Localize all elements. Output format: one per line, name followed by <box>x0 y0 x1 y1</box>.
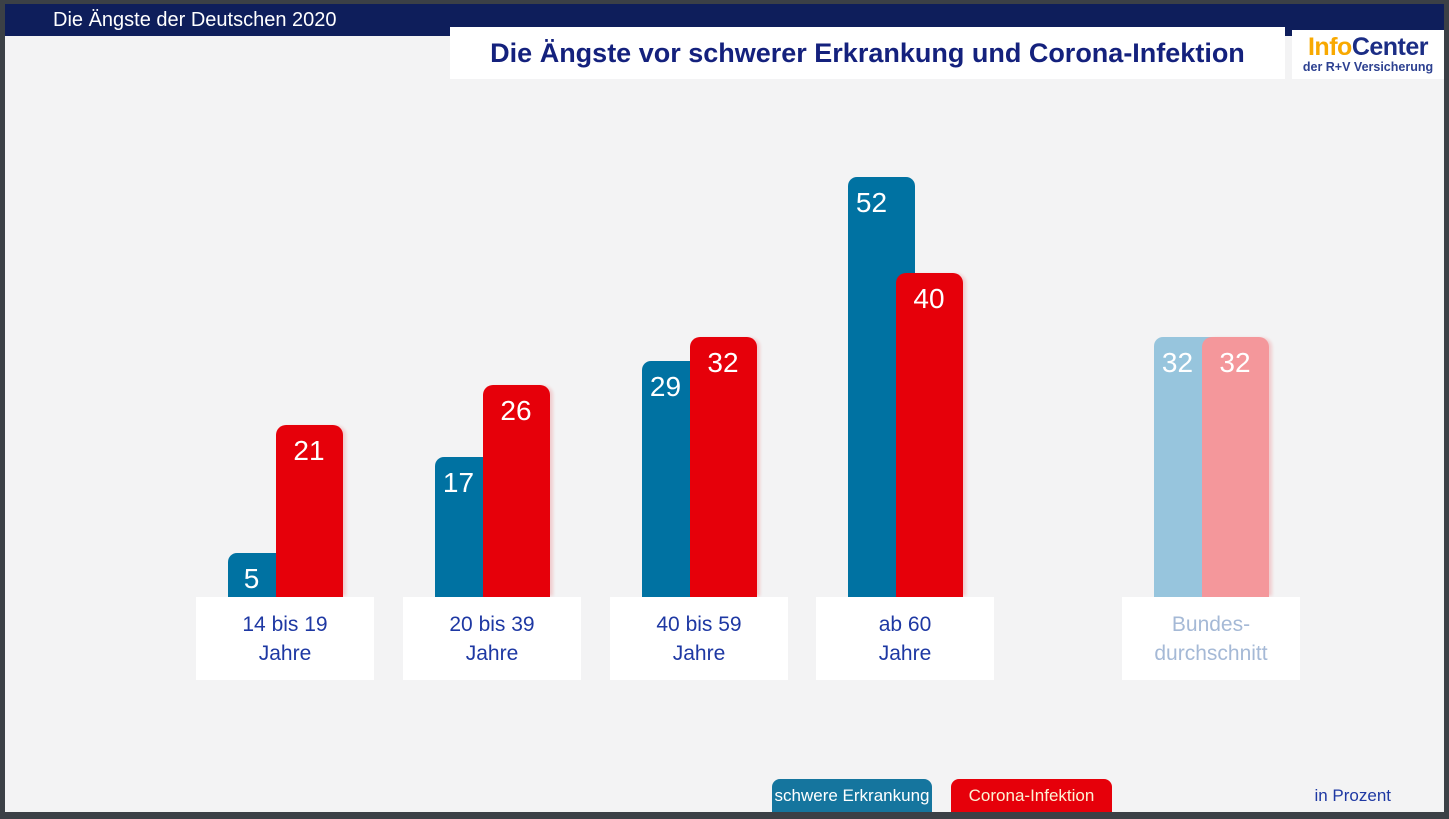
slide-title: Die Ängste der Deutschen 2020 <box>53 9 337 31</box>
bar-corona-infektion: 32 <box>689 337 757 597</box>
logo-center-text: Center <box>1351 32 1429 61</box>
category-label: Jahre <box>465 642 519 665</box>
bar-corona-infektion: 26 <box>482 385 550 597</box>
category-label: Jahre <box>672 642 726 665</box>
infocenter-logo: InfoCenter der R+V Versicherung <box>1292 30 1444 79</box>
logo-subline: der R+V Versicherung <box>1302 59 1434 74</box>
category-label-box: 40 bis 59 Jahre <box>610 597 788 680</box>
bar-value-label: 32 <box>707 347 739 378</box>
category-label: 14 bis 19 <box>242 613 328 636</box>
bar-corona-infektion: 40 <box>895 273 963 597</box>
chart-title-box: Die Ängste vor schwerer Erkrankung und C… <box>450 27 1285 79</box>
logo-wordmark: InfoCenter <box>1307 32 1429 61</box>
category-label-box: 20 bis 39 Jahre <box>403 597 581 680</box>
bar-corona-infektion: 32 <box>1201 337 1269 597</box>
category-label: durchschnitt <box>1154 642 1268 665</box>
category-label: 20 bis 39 <box>449 613 535 636</box>
category-label-box: Bundes-durchschnitt <box>1122 597 1300 680</box>
unit-label: in Prozent <box>1314 786 1391 805</box>
legend-item-schwere-erkrankung: schwere Erkrankung <box>772 779 932 812</box>
bar-corona-infektion: 21 <box>275 425 343 597</box>
category-label-box: ab 60 Jahre <box>816 597 994 680</box>
plot-area: 5 21 14 bis 19 Jahre 17 26 20 bis 39 Jahre 29 32 4… <box>5 4 1444 812</box>
category-label: Jahre <box>258 642 312 665</box>
bar-value-label: 5 <box>243 563 260 594</box>
chart-title: Die Ängste vor schwerer Erkrankung und C… <box>490 37 1245 68</box>
category-label: 40 bis 59 <box>656 613 742 636</box>
category-label-box: 14 bis 19 Jahre <box>196 597 374 680</box>
bar-value-label: 52 <box>855 187 888 218</box>
bar-value-label: 26 <box>500 395 532 426</box>
bar-value-label: 32 <box>1219 347 1251 378</box>
bar-value-label: 17 <box>442 467 475 498</box>
bar-value-label: 29 <box>649 371 682 402</box>
logo-info-text: Info <box>1307 32 1352 61</box>
slide-content: Die Ängste der Deutschen 2020 5 21 14 bis … <box>5 4 1444 812</box>
bar-value-label: 21 <box>293 435 325 466</box>
bar-value-label: 40 <box>913 283 945 314</box>
category-label: Bundes- <box>1171 613 1251 636</box>
category-label: Jahre <box>878 642 932 665</box>
bar-value-label: 32 <box>1161 347 1194 378</box>
category-label: ab 60 <box>878 613 932 636</box>
legend-item-corona-infektion: Corona-Infektion <box>951 779 1112 812</box>
